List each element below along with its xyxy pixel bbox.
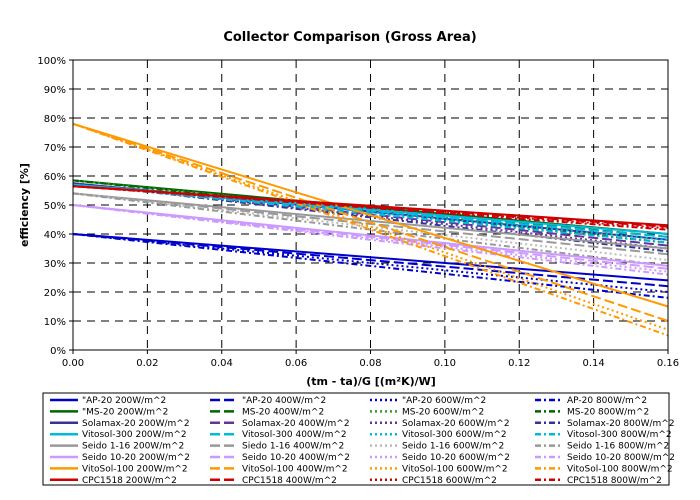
legend-label: Solamax-20 800W/m^2: [567, 419, 675, 429]
legend-label: CPC1518 800W/m^2: [567, 476, 662, 486]
x-tick-label: 0.12: [508, 358, 530, 369]
legend-label: Vitosol-300 200W/m^2: [82, 430, 187, 440]
legend-label: CPC1518 400W/m^2: [242, 476, 337, 486]
legend-label: MS-20 600W/m^2: [402, 407, 484, 417]
y-tick-label: 40%: [44, 230, 66, 241]
legend-label: Solamax-20 200W/m^2: [82, 419, 190, 429]
y-tick-label: 20%: [44, 288, 66, 299]
y-tick-label: 30%: [44, 259, 66, 270]
legend-label: VitoSol-100 200W/m^2: [82, 464, 188, 474]
legend-label: Vitosol-300 600W/m^2: [402, 430, 507, 440]
legend-label: Seido 10-20 600W/m^2: [402, 453, 510, 463]
x-tick-label: 0.08: [359, 358, 381, 369]
legend-label: Seido 1-16 200W/m^2: [82, 442, 184, 452]
x-tick-label: 0.10: [434, 358, 456, 369]
x-tick-label: 0.14: [582, 358, 604, 369]
series-line-31: [72, 185, 669, 231]
x-tick-label: 0.00: [62, 358, 84, 369]
tick-labels: 0.00 0.02 0.04 0.06 0.08 0.10 0.12 0.14 0.16 0% 10…: [37, 56, 679, 369]
legend-label: Seido 10-20 400W/m^2: [242, 453, 350, 463]
y-tick-label: 90%: [44, 85, 66, 96]
x-tick-label: 0.04: [211, 358, 233, 369]
legend-label: Vitosol-300 400W/m^2: [242, 430, 347, 440]
legend-label: Seido 1-16 600W/m^2: [402, 442, 504, 452]
legend-label: Solamax-20 400W/m^2: [242, 419, 350, 429]
x-tick-label: 0.02: [136, 358, 158, 369]
series-line-19: [72, 192, 669, 267]
legend-label: "AP-20 200W/m^2: [82, 396, 166, 406]
y-tick-label: 80%: [44, 114, 66, 125]
series-line-24: [72, 122, 669, 308]
legend-label: Seido 10-20 200W/m^2: [82, 453, 190, 463]
legend-label: MS-20 400W/m^2: [242, 407, 324, 417]
y-tick-label: 70%: [44, 143, 66, 154]
series-line-17: [72, 192, 669, 256]
chart-title: Collector Comparison (Gross Area): [223, 30, 476, 45]
x-axis-label: (tm - ta)/G [(m²K)/W]: [306, 375, 436, 388]
legend-box: [42, 392, 670, 486]
series-lines: [72, 122, 669, 337]
legend-label: Vitosol-300 800W/m^2: [567, 430, 672, 440]
legend-label: Seido 10-20 800W/m^2: [567, 453, 675, 463]
y-axis-label: efficiency [%]: [18, 163, 31, 247]
legend-label: "MS-20 200W/m^2: [82, 407, 168, 417]
legend-label: Solamax-20 600W/m^2: [402, 419, 510, 429]
legend-label: VitoSol-100 400W/m^2: [242, 464, 348, 474]
legend: "AP-20 200W/m^2 "AP-20 400W/m^2 "AP-20 600…: [42, 392, 675, 486]
legend-label: CPC1518 600W/m^2: [402, 476, 497, 486]
legend-label: Seido 1-16 800W/m^2: [567, 442, 669, 452]
y-tick-label: 0%: [50, 346, 66, 357]
legend-label: Siedo 1-16 400W/m^2: [242, 442, 344, 452]
series-line-23: [72, 204, 669, 276]
series-line-25: [72, 122, 669, 322]
y-tick-label: 60%: [44, 172, 66, 183]
series-line-3: [72, 233, 669, 299]
legend-label: AP-20 800W/m^2: [567, 396, 647, 406]
legend-label: VitoSol-100 800W/m^2: [567, 464, 673, 474]
y-tick-label: 10%: [44, 317, 66, 328]
legend-label: MS-20 800W/m^2: [567, 407, 649, 417]
x-tick-label: 0.16: [657, 358, 679, 369]
x-tick-label: 0.06: [285, 358, 307, 369]
y-tick-label: 50%: [44, 201, 66, 212]
series-line-1: [72, 233, 669, 288]
legend-label: VitoSol-100 600W/m^2: [402, 464, 508, 474]
legend-label: "AP-20 600W/m^2: [402, 396, 486, 406]
legend-label: CPC1518 200W/m^2: [82, 476, 177, 486]
axes: [69, 59, 669, 354]
legend-label: "AP-20 400W/m^2: [242, 396, 326, 406]
y-tick-label: 100%: [37, 56, 66, 67]
